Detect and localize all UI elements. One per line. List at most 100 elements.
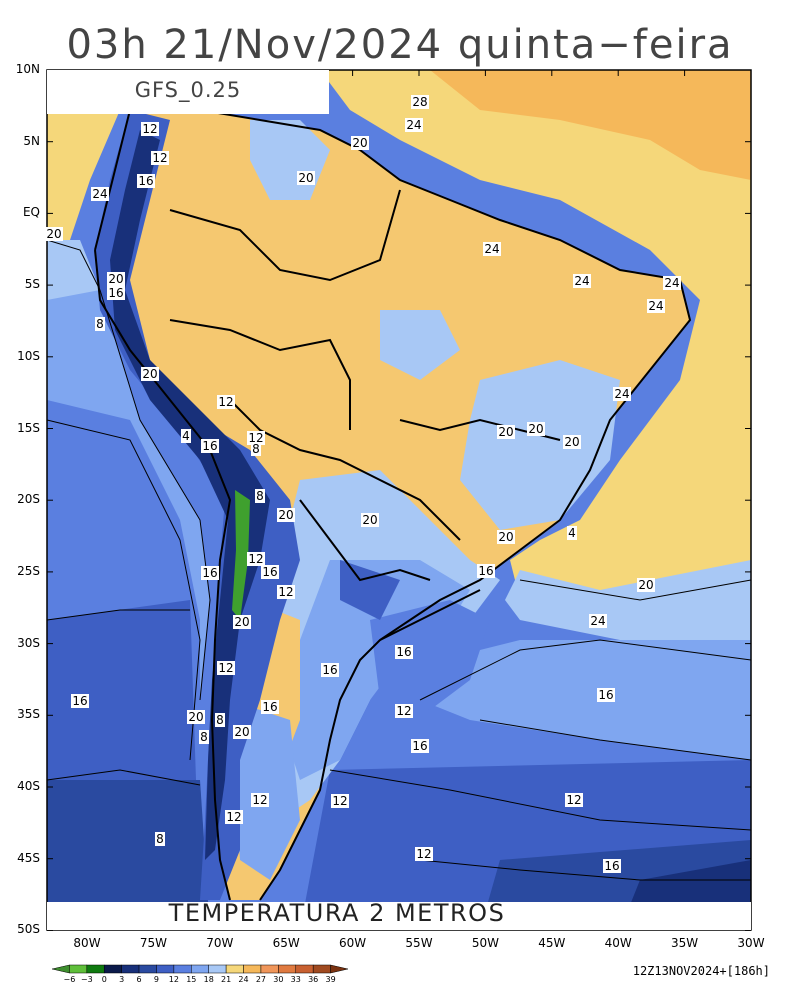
contour-label: 12 <box>415 847 433 861</box>
lon-label: 55W <box>405 936 433 950</box>
contour-label: 16 <box>603 859 621 873</box>
svg-text:16: 16 <box>138 174 153 188</box>
svg-text:24: 24 <box>614 387 629 401</box>
svg-text:16: 16 <box>598 688 613 702</box>
colorbar-tick-label: 24 <box>238 975 249 984</box>
map-title: 03h 21/Nov/2024 quinta−feira <box>66 22 734 68</box>
contour-label: 12 <box>141 122 159 136</box>
contour-label: 16 <box>107 286 125 300</box>
lon-label: 70W <box>206 936 234 950</box>
colorbar-swatch <box>138 964 157 974</box>
svg-text:20: 20 <box>362 513 377 527</box>
svg-text:4: 4 <box>182 429 190 443</box>
lat-label: 20S <box>17 492 40 507</box>
svg-text:8: 8 <box>200 730 208 744</box>
contour-label: 20 <box>497 530 515 544</box>
contour-label: 16 <box>477 564 495 578</box>
lat-label: 25S <box>17 563 40 578</box>
lon-label: 35W <box>671 936 699 950</box>
contour-label: 16 <box>597 688 615 702</box>
run-info: 12Z13NOV2024+[186h] <box>632 964 770 978</box>
svg-text:24: 24 <box>648 299 663 313</box>
contour-label: 20 <box>527 422 545 436</box>
colorbar-swatch <box>156 964 175 974</box>
svg-text:16: 16 <box>478 564 493 578</box>
colorbar-tick-label: 36 <box>308 975 319 984</box>
lat-label: 45S <box>17 850 40 865</box>
colorbar-swatch <box>173 964 192 974</box>
svg-text:12: 12 <box>226 810 241 824</box>
colorbar-swatch <box>225 964 244 974</box>
svg-text:20: 20 <box>528 422 543 436</box>
contour-label: 12 <box>565 793 583 807</box>
svg-text:20: 20 <box>108 272 123 286</box>
lon-label: 40W <box>604 936 632 950</box>
contour-label: 8 <box>215 713 225 727</box>
country-borders <box>94 109 692 901</box>
svg-text:12: 12 <box>152 151 167 165</box>
svg-text:8: 8 <box>156 832 164 846</box>
colorbar-tick-label: 3 <box>119 975 125 984</box>
colorbar-swatch <box>208 964 227 974</box>
colorbar-tick-label: 27 <box>255 975 267 984</box>
contour-label: 24 <box>573 274 591 288</box>
svg-text:20: 20 <box>188 710 203 724</box>
colorbar-swatch <box>295 964 314 974</box>
lon-label: 75W <box>139 936 167 950</box>
svg-text:20: 20 <box>298 171 313 185</box>
contour-label: 16 <box>137 174 155 188</box>
contour-label: 12 <box>151 151 169 165</box>
colorbar-tick-label: −3 <box>80 975 93 984</box>
svg-text:24: 24 <box>92 187 107 201</box>
colorbar-tick-label: 33 <box>290 975 301 984</box>
contour-label: 16 <box>201 439 219 453</box>
lon-label: 80W <box>73 936 101 950</box>
contour-label: 16 <box>321 663 339 677</box>
contour-label: 24 <box>647 299 665 313</box>
colorbar-swatch <box>121 964 140 974</box>
colorbar-tick-label: 9 <box>153 975 160 984</box>
contour-label: 12 <box>217 395 235 409</box>
lat-label: 40S <box>17 779 40 793</box>
contour-label: 4 <box>181 429 191 443</box>
svg-text:12: 12 <box>218 395 233 409</box>
svg-text:20: 20 <box>278 508 293 522</box>
svg-text:16: 16 <box>412 739 427 753</box>
svg-text:20: 20 <box>142 367 157 381</box>
contour-label: 20 <box>297 171 315 185</box>
contour-label: 24 <box>483 242 501 256</box>
contour-label: 12 <box>277 585 295 599</box>
lat-label: 15S <box>17 420 40 435</box>
lat-label: 30S <box>17 635 40 650</box>
colorbar-tick-label: 15 <box>186 975 197 984</box>
contour-label: 24 <box>589 614 607 628</box>
svg-text:16: 16 <box>108 286 123 300</box>
contour-label: 20 <box>351 136 369 150</box>
svg-text:12: 12 <box>142 122 157 136</box>
contour-label: 8 <box>199 730 209 744</box>
svg-text:24: 24 <box>406 118 421 132</box>
contour-label: 12 <box>217 661 235 675</box>
colorbar-swatch <box>51 964 70 974</box>
contour-label: 12 <box>331 794 349 808</box>
contour-label: 20 <box>233 615 251 629</box>
contour-label: 20 <box>277 508 295 522</box>
lat-label: 5S <box>24 277 40 292</box>
contour-label: 16 <box>261 565 279 579</box>
contour-label: 24 <box>405 118 423 132</box>
contour-label: 12 <box>225 810 243 824</box>
svg-text:24: 24 <box>590 614 605 628</box>
svg-text:12: 12 <box>248 552 263 566</box>
colorbar-tick-label: 21 <box>221 975 232 984</box>
svg-text:20: 20 <box>234 725 249 739</box>
contour-label: 20 <box>637 578 655 592</box>
colorbar-tick-label: 30 <box>273 975 284 984</box>
lat-label: 10N <box>15 62 40 76</box>
svg-text:12: 12 <box>396 704 411 718</box>
lon-label: 45W <box>538 936 566 950</box>
svg-text:16: 16 <box>396 645 411 659</box>
colorbar-swatch <box>330 964 349 974</box>
contour-label: 12 <box>247 431 265 445</box>
